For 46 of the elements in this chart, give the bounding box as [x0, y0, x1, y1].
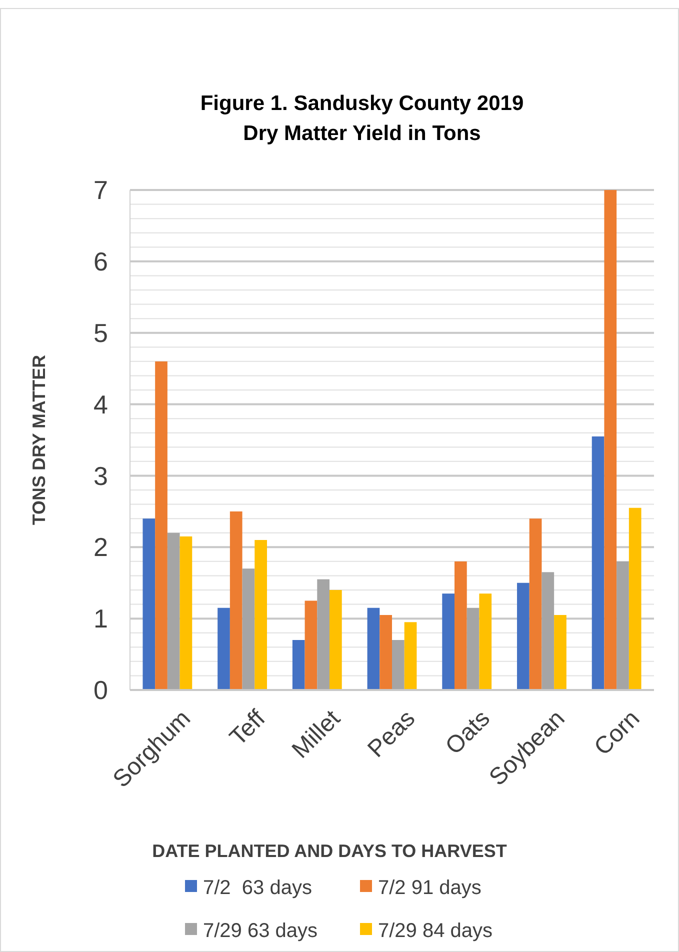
y-tick-label: 7 — [94, 175, 108, 206]
bar — [404, 622, 417, 690]
legend-label: 7/2 63 days — [203, 877, 312, 899]
bar — [180, 536, 192, 690]
y-tick-label: 5 — [94, 318, 108, 348]
bar — [529, 518, 542, 690]
bar — [142, 518, 156, 690]
bar — [616, 561, 629, 690]
x-tick-label: Teff — [224, 704, 271, 752]
x-tick-label: Corn — [589, 705, 646, 761]
bar — [454, 561, 467, 690]
y-tick-label: 2 — [94, 532, 108, 562]
bar — [380, 615, 392, 690]
bar — [242, 568, 255, 690]
bar — [554, 615, 566, 690]
bar — [592, 436, 604, 690]
bar — [218, 608, 230, 690]
y-tick-label: 1 — [94, 604, 108, 634]
bar — [542, 572, 554, 690]
bar — [292, 640, 305, 690]
bar — [466, 608, 480, 690]
bar — [304, 600, 318, 690]
bar — [155, 361, 168, 690]
bar — [517, 582, 530, 690]
chart-title: Figure 1. Sandusky County 2019 Dry Matter Yield in Tons — [200, 92, 524, 145]
bar — [230, 511, 242, 690]
bar — [317, 579, 330, 690]
x-axis-title: DATE PLANTED AND DAYS TO HARVEST — [152, 841, 507, 861]
y-tick-label: 6 — [94, 246, 108, 277]
bar — [167, 532, 180, 690]
y-tick-label: 3 — [94, 460, 108, 491]
bar — [254, 540, 267, 690]
y-axis-title: TONS DRY MATTER — [29, 354, 49, 526]
x-tick-label: Oats — [440, 705, 496, 760]
legend-label: 7/29 84 days — [378, 920, 493, 942]
bar — [329, 590, 342, 690]
bar — [604, 190, 617, 690]
bar — [392, 640, 404, 690]
bar — [628, 508, 642, 690]
y-tick-label: 4 — [94, 389, 108, 420]
y-tick-label: 0 — [94, 675, 108, 706]
legend-label: 7/2 91 days — [378, 877, 482, 899]
bar — [479, 594, 492, 690]
legend-label: 7/29 63 days — [203, 920, 318, 942]
bar — [367, 608, 380, 690]
bar — [442, 594, 455, 690]
